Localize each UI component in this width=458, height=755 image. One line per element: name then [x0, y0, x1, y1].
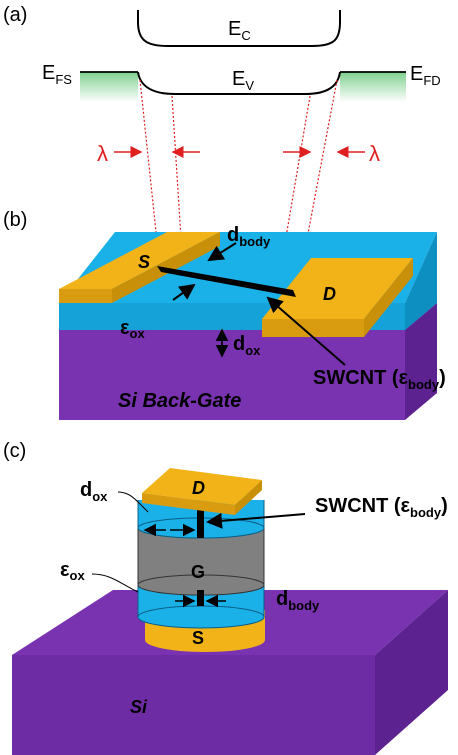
panel-a-label: (a) — [3, 4, 27, 26]
swcnt-pointer — [266, 296, 346, 366]
panel-c-label: (c) — [3, 440, 26, 462]
substrate-label: Si — [130, 697, 148, 717]
drain-pad-top — [142, 468, 262, 505]
ev-label: EV — [232, 68, 254, 93]
oxide-side — [405, 232, 437, 330]
back-gate-side — [405, 303, 437, 420]
source-label: S — [138, 252, 150, 272]
drain-fermi-region — [340, 72, 406, 102]
swcnt-channel — [157, 266, 296, 297]
swcnt-lower — [197, 590, 204, 606]
drain-label: D — [323, 284, 336, 304]
lambda-left-label: λ — [97, 141, 108, 166]
dbody-arrow-bottom — [172, 283, 196, 301]
dbody-label: dbody — [227, 224, 271, 249]
dox-label-c: dox — [80, 479, 108, 504]
dbody-label-c: dbody — [276, 588, 320, 613]
dbody-arrow-top — [207, 242, 237, 262]
back-gate-front — [59, 330, 405, 420]
source-cylinder-base — [145, 628, 265, 652]
eps-ox-leader — [91, 573, 139, 593]
drain-pad-side — [235, 480, 262, 515]
dox-leader — [117, 491, 149, 513]
panel-b: (b) S D dbody εox dox Si Back-Gate S — [3, 209, 446, 420]
panel-c: (c) D G S Si dox — [3, 440, 448, 755]
substrate-side — [375, 590, 448, 755]
drain-pad-front — [142, 493, 235, 515]
swcnt-pointer-c — [206, 512, 306, 529]
source-label-c: S — [192, 628, 204, 648]
ec-label: EC — [228, 18, 251, 43]
drain-electrode-front — [262, 319, 364, 337]
drain-electrode-top — [262, 258, 413, 319]
source-fermi-region — [80, 72, 138, 102]
drain-electrode-side — [364, 258, 413, 337]
conduction-band-edge — [137, 10, 341, 47]
swcnt-upper — [197, 508, 204, 538]
efd-label: EFD — [410, 63, 441, 88]
source-electrode-side — [112, 232, 220, 303]
swcnt-label-b: SWCNT (εbody) — [313, 367, 446, 392]
lower-oxide-bottom — [137, 605, 265, 629]
drain-label-c: D — [192, 478, 205, 498]
substrate-front — [12, 655, 375, 755]
efs-label: EFS — [42, 62, 72, 87]
panel-b-label: (b) — [3, 209, 27, 231]
dox-label: dox — [233, 333, 261, 358]
source-electrode-top — [59, 232, 220, 289]
eps-ox-label-c: εox — [60, 559, 85, 583]
lambda-right-label: λ — [369, 141, 380, 166]
swcnt-label-c: SWCNT (εbody) — [315, 495, 448, 520]
eps-ox-label: εox — [120, 317, 145, 341]
valence-band-edge — [137, 71, 341, 95]
source-electrode-front — [59, 289, 112, 303]
gate-label: G — [191, 562, 205, 582]
back-gate-label: Si Back-Gate — [118, 390, 241, 412]
